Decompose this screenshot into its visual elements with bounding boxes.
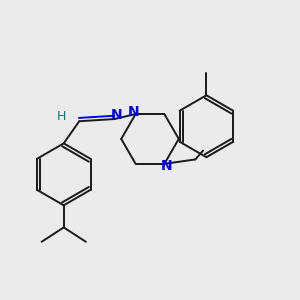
Text: N: N	[111, 108, 123, 122]
Text: N: N	[128, 105, 139, 119]
Text: N: N	[161, 159, 172, 173]
Text: H: H	[57, 110, 66, 123]
